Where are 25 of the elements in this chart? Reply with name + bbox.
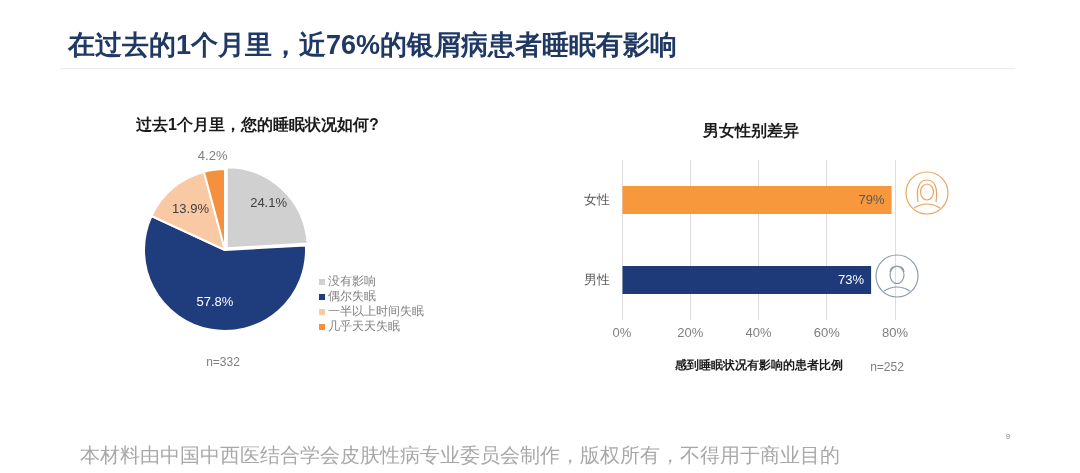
text: n=252 — [870, 359, 904, 375]
chart-title: 男女性别差异 — [701, 122, 799, 140]
x-tick-label: 20% — [677, 325, 704, 341]
text: n=332 — [206, 354, 240, 370]
y-tick-label: 女性 — [584, 191, 610, 207]
y-tick-label: 男性 — [584, 271, 610, 287]
legend-label: 一半以上时间失眠 — [328, 304, 424, 319]
data-label: 24.1% — [250, 195, 288, 211]
chart-subtitle: 过去1个月里，您的睡眠状况如何? — [135, 116, 379, 134]
text: 本材料由中国中西医结合学会皮肤性病专业委员会制作，版权所有，不得用于商业目的 — [80, 443, 840, 467]
legend-label: 没有影响 — [328, 274, 376, 289]
text: 9 — [1005, 432, 1011, 442]
data-label: 13.9% — [172, 200, 210, 216]
data-label: 4.2% — [197, 148, 228, 164]
legend-label: 几乎天天失眠 — [328, 319, 400, 334]
x-tick-label: 0% — [612, 325, 632, 341]
x-tick-label: 60% — [813, 325, 841, 341]
chart-title: 在过去的1个月里，近76%的银屑病患者睡眠有影响 — [68, 28, 678, 62]
x-tick-label: 80% — [881, 325, 909, 341]
data-label: 57.8% — [196, 294, 234, 310]
data-label: 73% — [838, 271, 865, 287]
x-tick-label: 40% — [745, 325, 772, 341]
legend-label: 偶尔失眠 — [328, 289, 376, 304]
data-label: 79% — [858, 191, 886, 207]
x-axis-title: 感到睡眠状况有影响的患者比例 — [673, 358, 843, 373]
